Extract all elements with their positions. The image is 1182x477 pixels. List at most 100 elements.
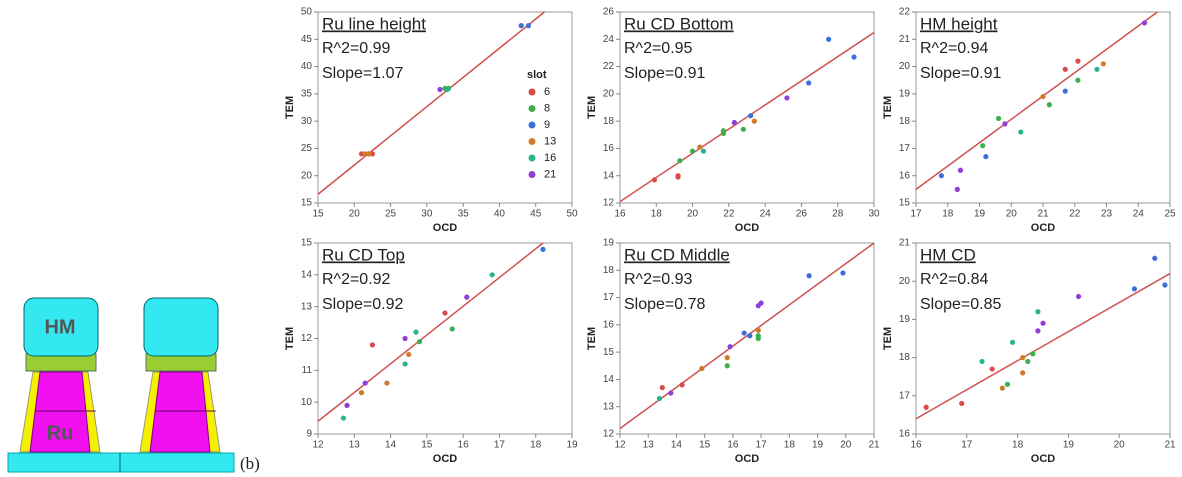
y-tick-label: 20 (301, 170, 313, 181)
point (724, 363, 730, 369)
y-tick-label: 21 (899, 34, 911, 45)
hm-left (23, 297, 99, 357)
y-tick-label: 17 (899, 143, 911, 154)
point (1062, 88, 1068, 94)
y-tick-label: 9 (306, 429, 312, 440)
point (1046, 102, 1052, 108)
point (464, 294, 470, 300)
point (700, 148, 707, 154)
point (668, 390, 674, 396)
x-tick-label: 20 (349, 209, 361, 220)
x-tick-label: 45 (530, 209, 542, 220)
point (689, 148, 696, 154)
point (1142, 20, 1148, 26)
point (938, 173, 945, 179)
point (340, 415, 346, 421)
point (826, 36, 832, 42)
legend-marker (528, 154, 536, 162)
x-tick-label: 15 (699, 440, 711, 451)
y-tick-label: 45 (301, 34, 313, 45)
point (1094, 66, 1100, 72)
x-tick-label: 17 (961, 440, 973, 451)
legend-marker (528, 105, 536, 112)
panel: 17 18 19 20 21 22 23 24 25 15 16 17 18 19 20 21 22 OCD TEM… (882, 7, 1176, 234)
point (755, 327, 761, 333)
plot-area (915, 242, 1171, 435)
point (1020, 370, 1026, 376)
point (1018, 129, 1024, 135)
x-axis-label: OCD (1031, 222, 1056, 234)
x-tick-label: 18 (784, 440, 796, 451)
x-tick-label: 17 (756, 440, 768, 451)
x-tick-label: 21 (868, 440, 880, 451)
panel-title: Ru line height (322, 14, 426, 33)
point (362, 380, 368, 386)
annotation: R^2=0.92 (322, 271, 391, 288)
annotation: Slope=1.07 (322, 65, 404, 82)
point (444, 86, 450, 93)
y-axis-label: TEM (284, 327, 296, 350)
x-tick-label: 20 (1006, 209, 1018, 220)
x-axis-label: OCD (1031, 453, 1056, 465)
point (358, 151, 365, 157)
point (851, 54, 857, 60)
point (369, 342, 376, 348)
point (1030, 351, 1036, 357)
y-axis-label: TEM (284, 96, 296, 119)
x-tick-label: 16 (614, 209, 626, 220)
fit-line (317, 242, 544, 422)
legend-title: slot (527, 69, 547, 81)
y-tick-label: 16 (603, 319, 615, 330)
legend-label: 6 (544, 86, 550, 98)
y-tick-label: 26 (603, 7, 615, 18)
point (727, 344, 733, 350)
y-tick-label: 10 (301, 397, 313, 408)
point (957, 167, 964, 173)
x-tick-label: 18 (942, 209, 954, 220)
x-tick-label: 20 (840, 440, 852, 451)
point (1004, 381, 1011, 387)
y-tick-label: 15 (603, 347, 615, 358)
x-tick-label: 19 (1063, 440, 1075, 451)
diagram-label: HM (44, 316, 75, 338)
y-tick-label: 11 (302, 365, 313, 376)
point (437, 86, 443, 93)
point (983, 154, 989, 160)
point (540, 246, 546, 252)
point (406, 351, 412, 358)
legend-marker (528, 138, 536, 145)
point (384, 380, 390, 386)
x-tick-label: 25 (385, 209, 397, 220)
x-tick-label: 16 (910, 440, 922, 451)
y-tick-label: 40 (301, 61, 313, 72)
diagram-label: Ru (47, 422, 74, 444)
x-tick-label: 50 (566, 209, 578, 220)
x-tick-label: 15 (312, 209, 324, 220)
x-axis-label: OCD (735, 222, 760, 234)
x-tick-label: 30 (868, 209, 880, 220)
y-tick-label: 16 (899, 429, 911, 440)
annotation: Slope=0.91 (920, 65, 1002, 82)
y-tick-label: 13 (603, 401, 615, 412)
point (959, 400, 965, 407)
point (656, 395, 663, 402)
y-tick-label: 14 (603, 374, 615, 385)
x-tick-label: 23 (1101, 209, 1113, 220)
x-tick-label: 13 (349, 440, 361, 451)
x-tick-label: 24 (1133, 209, 1145, 220)
point (1131, 286, 1138, 292)
y-tick-label: 18 (603, 265, 615, 276)
x-tick-label: 19 (812, 440, 824, 451)
x-tick-label: 17 (494, 440, 506, 451)
y-tick-label: 18 (603, 116, 615, 127)
point (806, 80, 812, 86)
y-tick-label: 24 (603, 34, 615, 45)
y-tick-label: 16 (899, 170, 911, 181)
point (979, 358, 985, 365)
point (344, 402, 350, 408)
y-tick-label: 12 (301, 333, 313, 344)
panel-title: HM CD (920, 245, 976, 264)
point (995, 115, 1002, 122)
